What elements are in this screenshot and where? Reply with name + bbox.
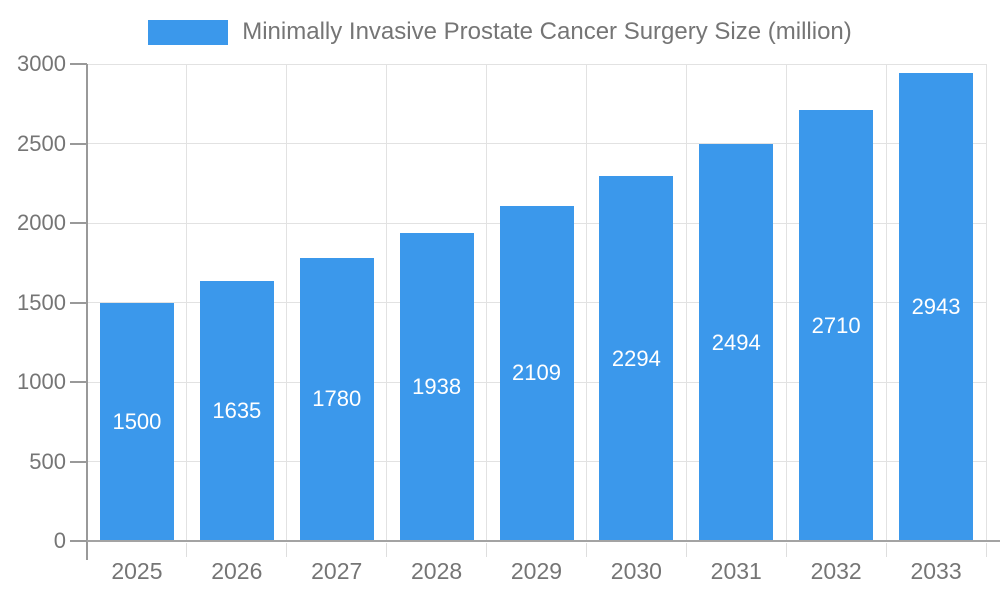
bar-value-label: 2710 bbox=[811, 312, 861, 338]
x-axis-tick bbox=[286, 543, 288, 557]
bar[interactable]: 2943 bbox=[899, 73, 974, 541]
gridline-vertical bbox=[286, 64, 288, 541]
bar[interactable]: 1635 bbox=[199, 281, 274, 541]
bar[interactable]: 2294 bbox=[599, 176, 674, 541]
bar-value-label: 1780 bbox=[312, 386, 362, 412]
bar-value-label: 1500 bbox=[112, 408, 162, 434]
bar[interactable]: 1500 bbox=[99, 302, 174, 541]
x-axis-label: 2026 bbox=[211, 558, 263, 584]
y-axis-tick bbox=[70, 460, 87, 463]
x-axis-line bbox=[70, 540, 1000, 542]
bar-value-label: 2494 bbox=[711, 329, 761, 355]
x-axis-tick bbox=[885, 543, 887, 557]
x-axis-tick bbox=[785, 543, 787, 557]
y-axis-tick bbox=[70, 142, 87, 145]
x-axis-tick bbox=[585, 543, 587, 557]
gridline-vertical bbox=[386, 64, 388, 541]
x-axis-label: 2025 bbox=[111, 558, 163, 584]
x-axis-tick bbox=[186, 543, 188, 557]
gridline-vertical bbox=[486, 64, 488, 541]
y-axis-tick bbox=[70, 381, 87, 383]
y-axis-label: 1500 bbox=[17, 289, 66, 315]
y-axis-label: 2000 bbox=[17, 210, 66, 235]
y-axis-label: 1000 bbox=[17, 369, 66, 394]
bar-value-label: 2109 bbox=[512, 360, 561, 386]
gridline-horizontal bbox=[87, 143, 986, 144]
bar-value-label: 2294 bbox=[611, 345, 661, 371]
bar[interactable]: 1938 bbox=[399, 232, 474, 541]
legend-item[interactable]: Minimally Invasive Prostate Cancer Surge… bbox=[0, 18, 1000, 46]
x-axis-tick bbox=[985, 543, 987, 557]
x-axis-label: 2027 bbox=[311, 558, 363, 584]
gridline-horizontal bbox=[87, 63, 986, 65]
bar[interactable]: 2109 bbox=[499, 205, 574, 541]
y-axis-tick bbox=[70, 63, 87, 65]
x-axis-label: 2032 bbox=[810, 558, 862, 584]
bar-value-label: 1938 bbox=[412, 373, 462, 399]
x-axis-label: 2031 bbox=[710, 558, 762, 584]
legend-label: Minimally Invasive Prostate Cancer Surge… bbox=[242, 18, 852, 45]
plot-area: 1500 1635 1780 1938 2109 2294 2494 2710 2943 bbox=[87, 63, 987, 541]
y-axis-tick bbox=[70, 540, 87, 542]
x-axis-label: 2033 bbox=[910, 558, 962, 584]
x-axis-tick bbox=[685, 543, 687, 557]
legend-swatch bbox=[148, 19, 229, 45]
gridline-vertical bbox=[985, 64, 987, 541]
y-axis-label: 2500 bbox=[17, 130, 66, 156]
x-axis-tick bbox=[486, 543, 488, 557]
x-axis-tick bbox=[386, 543, 388, 557]
bar-value-label: 2943 bbox=[911, 294, 961, 320]
y-axis-label: 0 bbox=[53, 528, 66, 553]
y-axis-tick bbox=[70, 301, 87, 304]
bar-value-label: 1635 bbox=[212, 398, 262, 424]
gridline-vertical bbox=[186, 64, 188, 541]
gridline-vertical bbox=[885, 64, 887, 541]
y-axis-label: 500 bbox=[29, 448, 66, 474]
y-axis-line bbox=[86, 64, 88, 560]
bar[interactable]: 2710 bbox=[799, 110, 874, 541]
y-axis-tick bbox=[70, 222, 87, 224]
bar[interactable]: 1780 bbox=[299, 257, 374, 541]
gridline-vertical bbox=[585, 64, 587, 541]
y-axis-label: 3000 bbox=[17, 51, 66, 76]
gridline-vertical bbox=[785, 64, 787, 541]
x-axis-label: 2030 bbox=[610, 558, 662, 584]
x-axis-label: 2029 bbox=[510, 558, 563, 584]
gridline-vertical bbox=[685, 64, 687, 541]
bar[interactable]: 2494 bbox=[699, 144, 774, 541]
x-axis-label: 2028 bbox=[411, 558, 463, 584]
